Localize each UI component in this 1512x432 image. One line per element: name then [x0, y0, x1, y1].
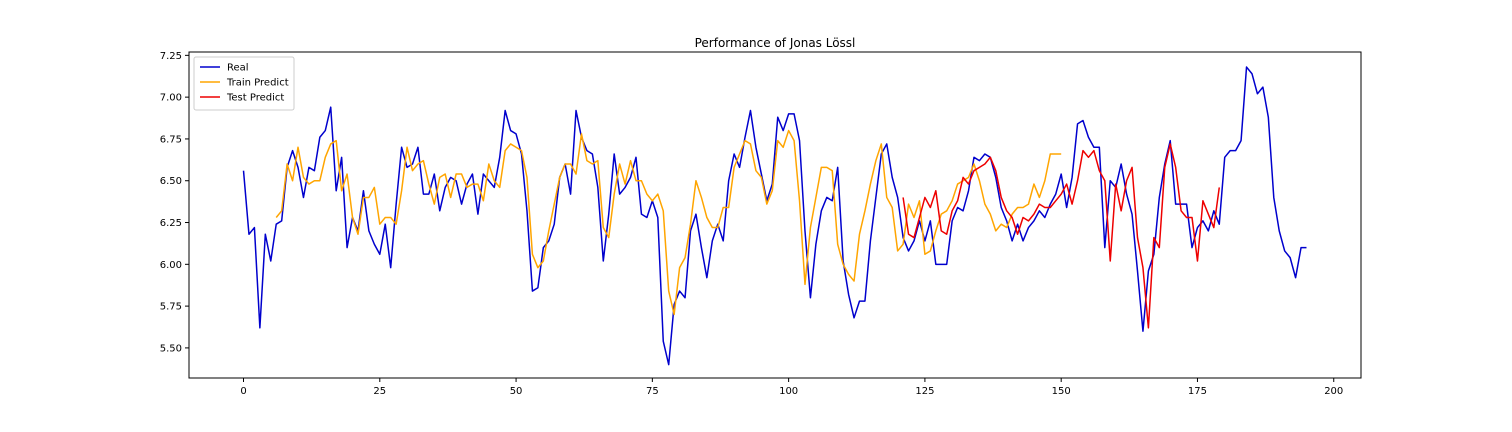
y-tick-label: 7.25	[160, 51, 182, 62]
axes-layer: 0 25 50 75 100 125 150 175 200 5.50 5.75 6.00 6.25 6.…	[160, 51, 1362, 397]
y-tick-label: 6.25	[160, 218, 182, 229]
y-tick-label: 5.50	[160, 343, 182, 354]
x-tick-label: 75	[646, 386, 659, 397]
legend-label: Real	[227, 63, 249, 74]
series-line-test-predict	[902, 143, 1221, 329]
chart-title: Performance of Jonas Lössl	[695, 36, 856, 50]
x-tick-label: 125	[915, 386, 934, 397]
series-layer	[242, 66, 1307, 366]
y-tick-label: 6.50	[160, 176, 182, 187]
y-tick-label: 6.00	[160, 260, 182, 271]
y-tick-label: 7.00	[160, 93, 182, 104]
x-tick-label: 175	[1188, 386, 1207, 397]
x-tick-label: 150	[1052, 386, 1071, 397]
x-tick-label: 50	[510, 386, 523, 397]
series-line-real	[242, 66, 1307, 366]
x-tick-label: 200	[1324, 386, 1343, 397]
legend-label: Train Predict	[226, 78, 289, 89]
legend: Real Train Predict Test Predict	[193, 56, 295, 111]
plot-frame	[188, 51, 1362, 379]
series-line-train-predict	[275, 129, 1062, 316]
y-tick-label: 6.75	[160, 134, 182, 145]
legend-label: Test Predict	[226, 93, 284, 104]
x-tick-label: 0	[240, 386, 246, 397]
y-tick-label: 5.75	[160, 302, 182, 313]
x-tick-label: 100	[779, 386, 798, 397]
x-tick-label: 25	[373, 386, 386, 397]
